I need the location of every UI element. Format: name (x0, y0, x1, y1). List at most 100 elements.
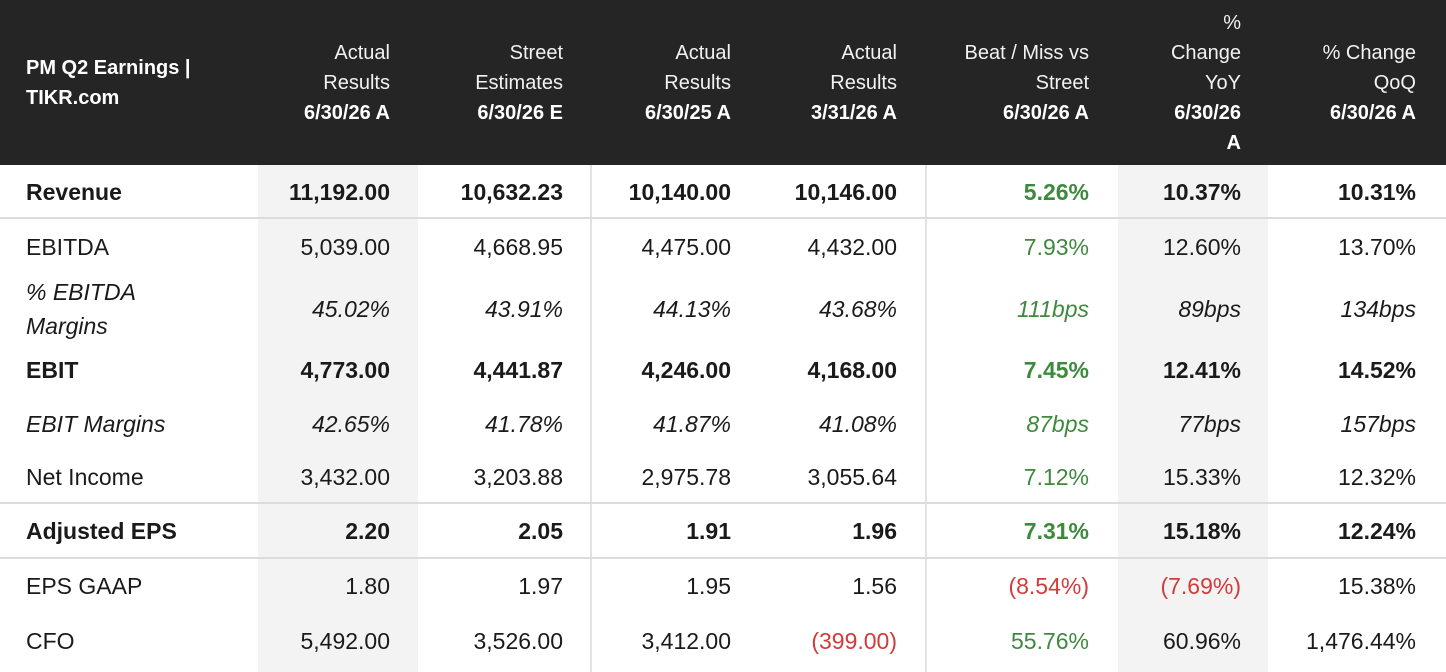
cell-value: 12.41% (1162, 357, 1241, 383)
table-header: PM Q2 Earnings | TIKR.com Actual Results… (0, 0, 1446, 165)
column-divider (590, 165, 592, 672)
cell-value: 1.95 (686, 572, 731, 599)
cell-value: 44.13% (652, 296, 731, 322)
cell-value: 4,475.00 (641, 233, 731, 260)
cell-value: (8.54%) (1008, 572, 1089, 599)
cell-value: 4,668.95 (473, 233, 563, 260)
column-date: 6/30/26 A (1003, 101, 1089, 124)
cell-value: 10.31% (1337, 178, 1416, 205)
table-row: % EBITDA Margins 45.02% 43.91% 44.13% 43.68%… (0, 275, 1446, 343)
cell-value: 15.18% (1162, 517, 1241, 544)
cell-value: 45.02% (311, 296, 390, 322)
column-date: 6/30/25 A (645, 101, 731, 124)
cell-value: 2.05 (518, 517, 563, 544)
column-label: Beat / Miss vs Street (964, 41, 1089, 94)
column-date: 6/30/26 E (477, 101, 563, 124)
column-header-7: % Change QoQ 6/30/26 A (1266, 0, 1416, 165)
cell-value: 3,526.00 (473, 627, 563, 654)
cell-value: 55.76% (1010, 627, 1089, 654)
row-label: EPS GAAP (26, 572, 143, 599)
column-header-6: % Change YoY 6/30/26 A (1101, 0, 1241, 165)
cell-value: (399.00) (811, 627, 897, 654)
row-label: Revenue (26, 178, 122, 205)
column-label: % Change QoQ (1322, 41, 1416, 94)
cell-value: 1.56 (852, 572, 897, 599)
cell-value: 5,039.00 (300, 233, 390, 260)
cell-value: 3,432.00 (300, 463, 390, 490)
cell-value: 10,140.00 (628, 178, 731, 205)
cell-value: 1.97 (518, 572, 563, 599)
table-row: EPS GAAP 1.80 1.97 1.95 1.56 (8.54%) (7.69%) 15… (0, 558, 1446, 613)
table-row: Adjusted EPS 2.20 2.05 1.91 1.96 7.31% 15.18% 1… (0, 503, 1446, 558)
cell-value: 89bps (1178, 296, 1241, 322)
column-header-4: Actual Results 3/31/26 A (747, 0, 897, 165)
cell-value: 41.08% (818, 410, 897, 437)
cell-value: 2.20 (345, 517, 390, 544)
cell-value: 4,168.00 (807, 357, 897, 383)
cell-value: 42.65% (311, 410, 390, 437)
cell-value: 7.45% (1023, 357, 1089, 383)
cell-value: 77bps (1178, 410, 1241, 437)
row-label: Adjusted EPS (26, 517, 177, 544)
cell-value: 5.26% (1023, 178, 1089, 205)
table-row: EBITDA 5,039.00 4,668.95 4,475.00 4,432.00 7.… (0, 218, 1446, 275)
row-divider (0, 217, 1446, 219)
cell-value: 3,055.64 (807, 463, 897, 490)
row-label: EBITDA (26, 233, 110, 260)
cell-value: 43.68% (818, 296, 897, 322)
cell-value: 12.32% (1337, 463, 1416, 490)
table-row: EBIT 4,773.00 4,441.87 4,246.00 4,168.00 7.45… (0, 343, 1446, 397)
cell-value: 3,412.00 (641, 627, 731, 654)
table-row: CFO 5,492.00 3,526.00 3,412.00 (399.00) 55.76… (0, 613, 1446, 668)
cell-value: 43.91% (484, 296, 563, 322)
row-divider (0, 502, 1446, 504)
cell-value: 13.70% (1337, 233, 1416, 260)
column-date: 3/31/26 A (811, 101, 897, 124)
table-title: PM Q2 Earnings | TIKR.com (26, 56, 191, 109)
cell-value: 41.87% (652, 410, 731, 437)
cell-value: 11,192.00 (288, 178, 390, 205)
cell-value: 7.31% (1023, 517, 1089, 544)
cell-value: 111bps (1016, 296, 1089, 322)
cell-value: 1.96 (852, 517, 897, 544)
cell-value: 15.33% (1162, 463, 1241, 490)
column-shade-yoy (1118, 165, 1268, 672)
cell-value: 10,632.23 (460, 178, 563, 205)
cell-value: 4,773.00 (300, 357, 390, 383)
cell-value: 1.91 (686, 517, 731, 544)
cell-value: 10.37% (1162, 178, 1241, 205)
column-date: 6/30/26 A (1330, 101, 1416, 124)
row-label: EBIT (26, 357, 79, 383)
table-row: Net Income 3,432.00 3,203.88 2,975.78 3,055.… (0, 450, 1446, 503)
column-label: % Change YoY (1170, 11, 1241, 94)
row-label: EBIT Margins (26, 410, 166, 437)
cell-value: 1.80 (345, 572, 390, 599)
row-label: % EBITDA Margins (26, 279, 136, 339)
row-label: Net Income (26, 463, 144, 490)
table-row: EBIT Margins 42.65% 41.78% 41.87% 41.08% 87bp… (0, 397, 1446, 450)
row-label: CFO (26, 627, 75, 654)
cell-value: (7.69%) (1160, 572, 1241, 599)
cell-value: 60.96% (1162, 627, 1241, 654)
column-label: Actual Results (664, 41, 731, 94)
cell-value: 87bps (1026, 410, 1089, 437)
column-header-5: Beat / Miss vs Street 6/30/26 A (919, 0, 1089, 165)
cell-value: 4,246.00 (641, 357, 731, 383)
cell-value: 134bps (1340, 296, 1416, 322)
cell-value: 10,146.00 (794, 178, 897, 205)
column-header-1: Actual Results 6/30/26 A (240, 0, 390, 165)
column-label: Actual Results (830, 41, 897, 94)
column-date: 6/30/26 A (1174, 101, 1241, 154)
table-row: Revenue 11,192.00 10,632.23 10,140.00 10,146… (0, 165, 1446, 218)
column-label: Actual Results (323, 41, 390, 94)
cell-value: 7.93% (1023, 233, 1089, 260)
cell-value: 3,203.88 (473, 463, 563, 490)
cell-value: 12.60% (1162, 233, 1241, 260)
column-label: Street Estimates (475, 41, 563, 94)
column-header-2: Street Estimates 6/30/26 E (403, 0, 563, 165)
cell-value: 4,432.00 (807, 233, 897, 260)
cell-value: 157bps (1340, 410, 1416, 437)
column-shade-actual (258, 165, 418, 672)
cell-value: 4,441.87 (473, 357, 563, 383)
